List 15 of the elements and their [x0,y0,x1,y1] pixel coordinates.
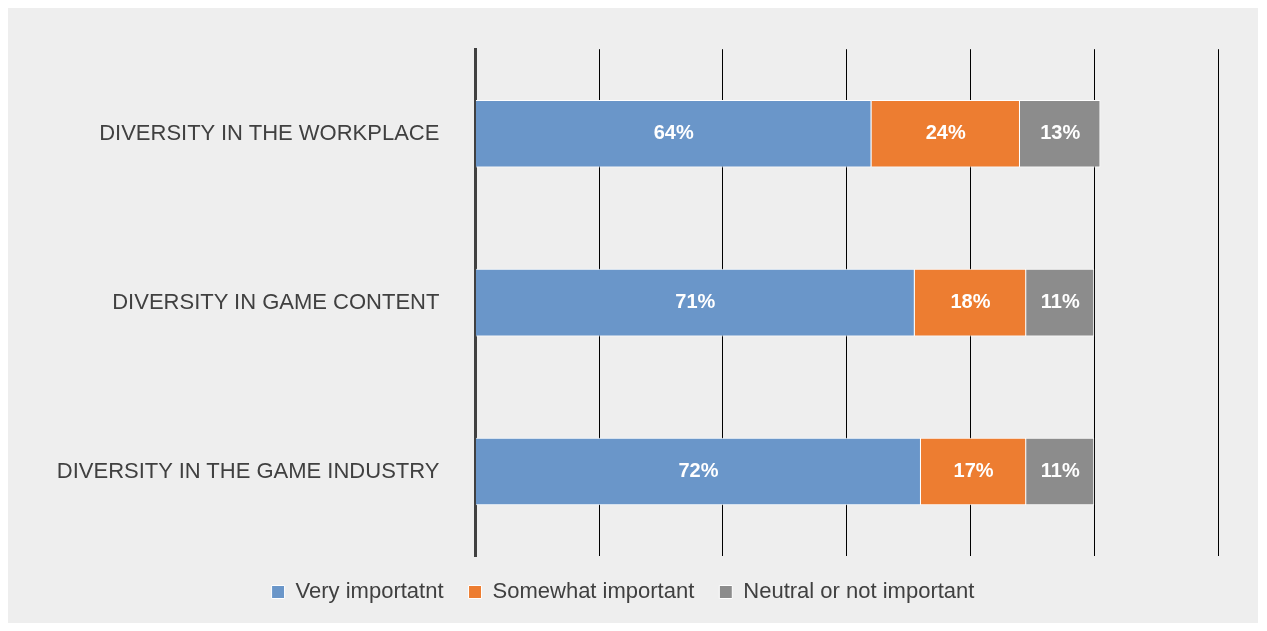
data-label: 71% [675,290,716,313]
y-tick-label: DIVERSITY IN THE GAME INDUSTRY [56,457,440,483]
data-label: 64% [653,121,694,144]
data-label: 11% [1040,459,1080,482]
data-label: 72% [678,459,719,482]
data-label: 17% [953,459,994,482]
y-tick-label: DIVERSITY IN THE WORKPLACE [99,119,440,145]
data-label: 13% [1040,121,1081,144]
legend-label: Somewhat important [492,578,695,604]
y-tick-label: DIVERSITY IN GAME CONTENT [112,288,440,314]
data-label: 18% [950,290,991,313]
data-label: 24% [925,121,966,144]
data-label: 11% [1040,290,1080,313]
legend-label: Neutral or not important [743,578,975,604]
legend-label: Very importatnt [295,578,444,604]
